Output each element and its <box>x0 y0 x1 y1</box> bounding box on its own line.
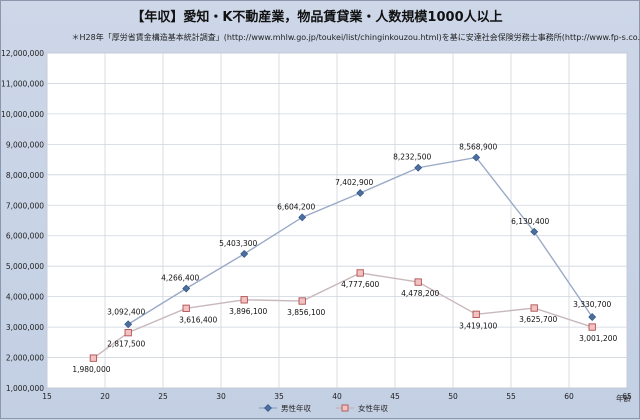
y-tick-label: 12,000,000 <box>1 49 44 58</box>
female-data-label: 4,777,600 <box>341 280 379 289</box>
male-data-point <box>182 284 191 293</box>
female-data-label: 3,616,400 <box>179 315 217 324</box>
female-data-label: 3,625,700 <box>519 315 557 324</box>
x-tick-label: 15 <box>42 392 52 401</box>
female-data-point <box>530 304 538 312</box>
male-data-point <box>530 227 539 236</box>
female-data-label: 3,856,100 <box>287 308 325 317</box>
y-tick-label: 2,000,000 <box>6 354 44 363</box>
female-data-point <box>414 278 422 286</box>
x-tick-label: 50 <box>448 392 458 401</box>
x-tick-label: 45 <box>390 392 400 401</box>
male-data-point <box>240 249 249 258</box>
x-tick-label: 65 <box>622 392 632 401</box>
female-data-point <box>182 304 190 312</box>
male-data-point <box>298 213 307 222</box>
female-data-point <box>356 269 364 277</box>
male-data-label: 8,232,500 <box>393 153 431 162</box>
female-data-point <box>298 297 306 305</box>
legend-female-label: 女性年収 <box>358 403 388 413</box>
x-tick-label: 25 <box>158 392 168 401</box>
male-data-label: 6,604,200 <box>277 202 315 211</box>
y-tick-label: 5,000,000 <box>6 262 44 271</box>
male-data-point <box>472 153 481 162</box>
male-data-point <box>356 189 365 197</box>
y-tick-label: 6,000,000 <box>6 232 44 241</box>
y-tick-label: 4,000,000 <box>6 293 44 302</box>
y-tick-label: 11,000,000 <box>1 79 44 88</box>
y-tick-label: 8,000,000 <box>6 171 44 180</box>
chart-title: 【年収】愛知・K不動産業，物品賃貸業・人数規模1000人以上 <box>131 9 502 25</box>
x-tick-label: 60 <box>564 392 574 401</box>
legend: 男性年収 女性年収 <box>259 403 388 413</box>
legend-male-marker <box>264 404 272 412</box>
x-tick-label: 20 <box>100 392 110 401</box>
female-data-label: 2,817,500 <box>107 340 145 349</box>
x-axis-label: 年齢 <box>616 393 631 403</box>
female-data-point <box>472 310 480 318</box>
y-tick-label: 9,000,000 <box>6 140 44 149</box>
male-data-label: 7,402,900 <box>335 178 373 187</box>
female-data-label: 3,001,200 <box>579 334 617 343</box>
male-data-label: 3,330,700 <box>573 300 611 309</box>
female-data-label: 1,980,000 <box>72 365 110 374</box>
female-series-line <box>92 272 593 359</box>
x-tick-label: 40 <box>332 392 342 401</box>
y-tick-label: 1,000,000 <box>6 384 44 393</box>
male-data-point <box>124 320 133 329</box>
female-data-point <box>240 296 248 304</box>
male-data-label: 6,130,400 <box>511 217 549 226</box>
male-data-label: 3,092,400 <box>107 307 145 316</box>
male-data-label: 8,568,900 <box>459 142 497 151</box>
y-tick-label: 3,000,000 <box>6 323 44 332</box>
female-data-label: 3,896,100 <box>229 307 267 316</box>
male-data-label: 4,266,400 <box>161 274 199 283</box>
x-tick-label: 30 <box>216 392 226 401</box>
legend-female-marker <box>341 404 349 412</box>
series-layer <box>89 153 597 362</box>
source-note: ＊H28年「厚労省賃金構造基本統計調査」(http://www.mhlw.go.… <box>72 32 640 42</box>
male-data-label: 5,403,300 <box>219 239 257 248</box>
legend-male-label: 男性年収 <box>281 403 311 413</box>
female-data-point <box>588 323 596 331</box>
grid-layer <box>46 52 628 389</box>
female-data-point <box>89 354 98 362</box>
female-data-point <box>124 328 132 337</box>
label-layer: 3,092,400 4,266,400 5,403,300 6,604,200 7,40… <box>72 142 617 374</box>
x-tick-label: 35 <box>274 392 284 401</box>
y-tick-label: 7,000,000 <box>6 201 44 210</box>
female-data-label: 4,478,200 <box>401 289 439 298</box>
y-tick-label: 10,000,000 <box>1 110 44 119</box>
axis-layer: 1,000,000 2,000,000 3,000,000 4,000,000 5,00… <box>1 49 632 401</box>
male-data-point <box>588 313 597 321</box>
x-tick-label: 55 <box>506 392 516 401</box>
female-data-label: 3,419,100 <box>459 321 497 330</box>
male-data-point <box>414 163 423 172</box>
